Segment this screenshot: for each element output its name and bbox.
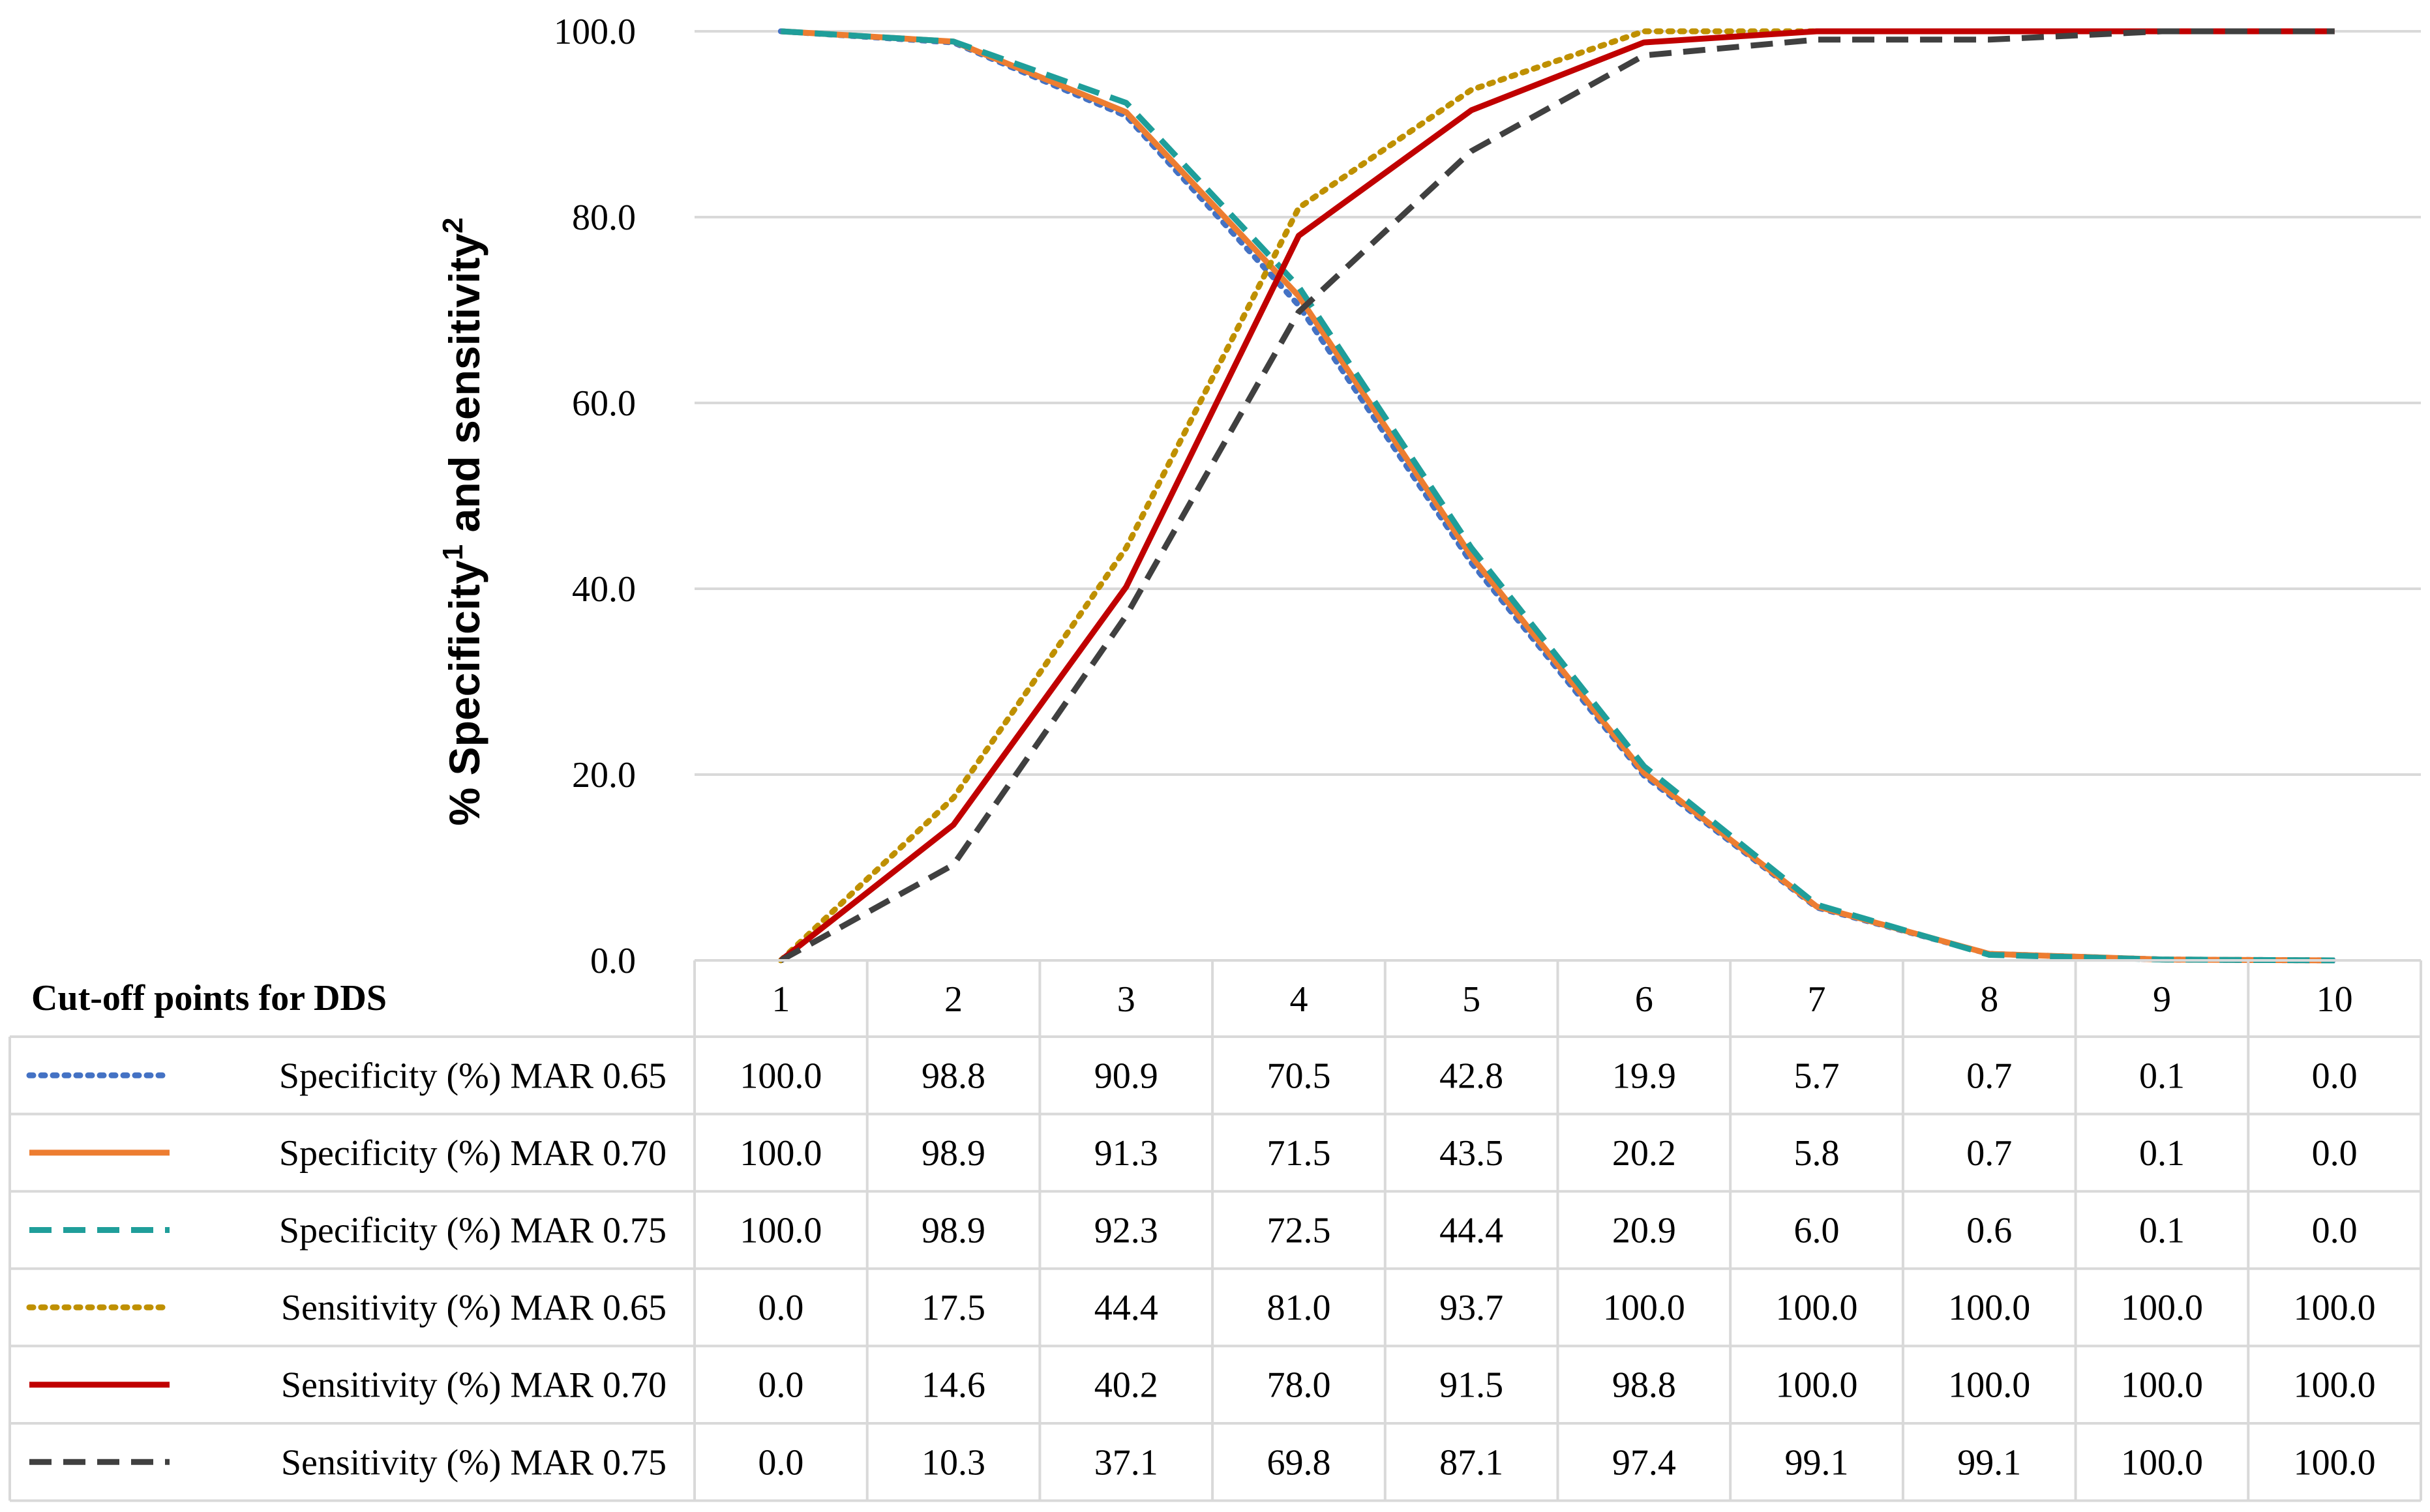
table-cell: 98.8 xyxy=(922,1056,985,1096)
y-tick-label: 80.0 xyxy=(572,198,636,238)
table-cell: 93.7 xyxy=(1439,1288,1503,1328)
table-cell: 44.4 xyxy=(1439,1211,1503,1251)
y-tick-label: 60.0 xyxy=(572,383,636,424)
table-cell: 87.1 xyxy=(1439,1442,1503,1483)
x-tick-label: 4 xyxy=(1289,979,1308,1020)
legend-label: Specificity (%) MAR 0.75 xyxy=(279,1211,667,1251)
table-cell: 97.4 xyxy=(1612,1442,1676,1483)
y-axis-label: % Specificity1 and sensitivity2 xyxy=(437,218,488,826)
table-cell: 44.4 xyxy=(1094,1288,1158,1328)
table-cell: 20.2 xyxy=(1612,1133,1676,1174)
x-tick-label: 10 xyxy=(2317,979,2353,1020)
table-cell: 72.5 xyxy=(1267,1211,1330,1251)
table-cell: 70.5 xyxy=(1267,1056,1330,1096)
table-cell: 19.9 xyxy=(1612,1056,1676,1096)
table-cell: 0.0 xyxy=(2312,1211,2358,1251)
table-cell: 0.7 xyxy=(1966,1056,2012,1096)
x-tick-label: 7 xyxy=(1808,979,1826,1020)
table-cell: 100.0 xyxy=(2121,1365,2203,1406)
table-cell: 100.0 xyxy=(1776,1365,1858,1406)
table-cell: 5.7 xyxy=(1794,1056,1840,1096)
table-cell: 0.1 xyxy=(2139,1056,2185,1096)
y-tick-label: 40.0 xyxy=(572,569,636,610)
table-cell: 17.5 xyxy=(922,1288,985,1328)
table-cell: 100.0 xyxy=(2121,1442,2203,1483)
table-cell: 100.0 xyxy=(2121,1288,2203,1328)
table-cell: 0.0 xyxy=(2312,1056,2358,1096)
table-cell: 99.1 xyxy=(1957,1442,2021,1483)
table-cell: 14.6 xyxy=(922,1365,985,1406)
series-line-3 xyxy=(781,28,2335,964)
x-tick-label: 8 xyxy=(1980,979,1998,1020)
table-cell: 37.1 xyxy=(1094,1442,1158,1483)
series-line-6 xyxy=(779,28,2335,963)
table-cell: 81.0 xyxy=(1267,1288,1330,1328)
table-cell: 100.0 xyxy=(740,1056,822,1096)
table-cell: 0.0 xyxy=(758,1288,803,1328)
table-cell: 20.9 xyxy=(1612,1211,1676,1251)
table-cell: 100.0 xyxy=(1948,1288,2030,1328)
table-cell: 69.8 xyxy=(1267,1442,1330,1483)
table-cell: 0.0 xyxy=(758,1365,803,1406)
table-cell: 0.0 xyxy=(758,1442,803,1483)
data-table: 1 2 3 4 5 6 7 8 9 10 Specificity (%) MAR 0.65 100.0… xyxy=(8,959,2422,1502)
table-cell: 0.6 xyxy=(1966,1211,2012,1251)
table-cell: 0.1 xyxy=(2139,1133,2185,1174)
table-cell: 0.7 xyxy=(1966,1133,2012,1174)
table-cell: 0.1 xyxy=(2139,1211,2185,1251)
table-cell: 71.5 xyxy=(1267,1133,1330,1174)
x-axis-label: Cut-off points for DDS xyxy=(31,978,387,1018)
table-cell: 42.8 xyxy=(1439,1056,1503,1096)
table-cell: 43.5 xyxy=(1439,1133,1503,1174)
y-tick-label: 20.0 xyxy=(572,755,636,795)
y-axis-ticks: 0.0 20.0 40.0 60.0 80.0 100.0 xyxy=(554,12,636,981)
legend-label: Specificity (%) MAR 0.65 xyxy=(279,1056,667,1096)
table-cell: 100.0 xyxy=(2294,1365,2376,1406)
x-tick-label: 9 xyxy=(2153,979,2171,1020)
legend-label: Sensitivity (%) MAR 0.75 xyxy=(281,1442,667,1483)
table-cell: 5.8 xyxy=(1794,1133,1840,1174)
x-tick-label: 2 xyxy=(944,979,963,1020)
x-tick-label: 6 xyxy=(1635,979,1653,1020)
table-cell: 0.0 xyxy=(2312,1133,2358,1174)
y-tick-label: 0.0 xyxy=(590,941,636,981)
x-tick-label: 5 xyxy=(1462,979,1480,1020)
table-cell: 100.0 xyxy=(1948,1365,2030,1406)
table-cell: 90.9 xyxy=(1094,1056,1158,1096)
series-lines xyxy=(777,28,2338,964)
table-cell: 91.5 xyxy=(1439,1365,1503,1406)
x-tick-label: 3 xyxy=(1117,979,1135,1020)
table-cell: 98.9 xyxy=(922,1133,985,1174)
series-line-2 xyxy=(781,28,2335,964)
table-cell: 92.3 xyxy=(1094,1211,1158,1251)
table-cell: 10.3 xyxy=(922,1442,985,1483)
table-cell: 100.0 xyxy=(2294,1288,2376,1328)
series-line-4 xyxy=(777,28,2338,964)
table-cell: 78.0 xyxy=(1267,1365,1330,1406)
table-cell: 100.0 xyxy=(1776,1288,1858,1328)
table-cell: 100.0 xyxy=(1603,1288,1685,1328)
table-cell: 40.2 xyxy=(1094,1365,1158,1406)
table-cell: 6.0 xyxy=(1794,1211,1840,1251)
table-cell: 100.0 xyxy=(2294,1442,2376,1483)
x-tick-label: 1 xyxy=(772,979,790,1020)
table-cell: 91.3 xyxy=(1094,1133,1158,1174)
legend-label: Specificity (%) MAR 0.70 xyxy=(279,1133,667,1174)
y-tick-label: 100.0 xyxy=(554,12,636,52)
table-cell: 100.0 xyxy=(740,1133,822,1174)
legend-label: Sensitivity (%) MAR 0.65 xyxy=(281,1288,667,1328)
table-cell: 100.0 xyxy=(740,1211,822,1251)
table-cell: 99.1 xyxy=(1785,1442,1849,1483)
series-line-5 xyxy=(779,28,2335,963)
legend-label: Sensitivity (%) MAR 0.70 xyxy=(281,1365,667,1406)
series-line-1 xyxy=(777,28,2338,964)
table-cell: 98.9 xyxy=(922,1211,985,1251)
table-cell: 98.8 xyxy=(1612,1365,1676,1406)
